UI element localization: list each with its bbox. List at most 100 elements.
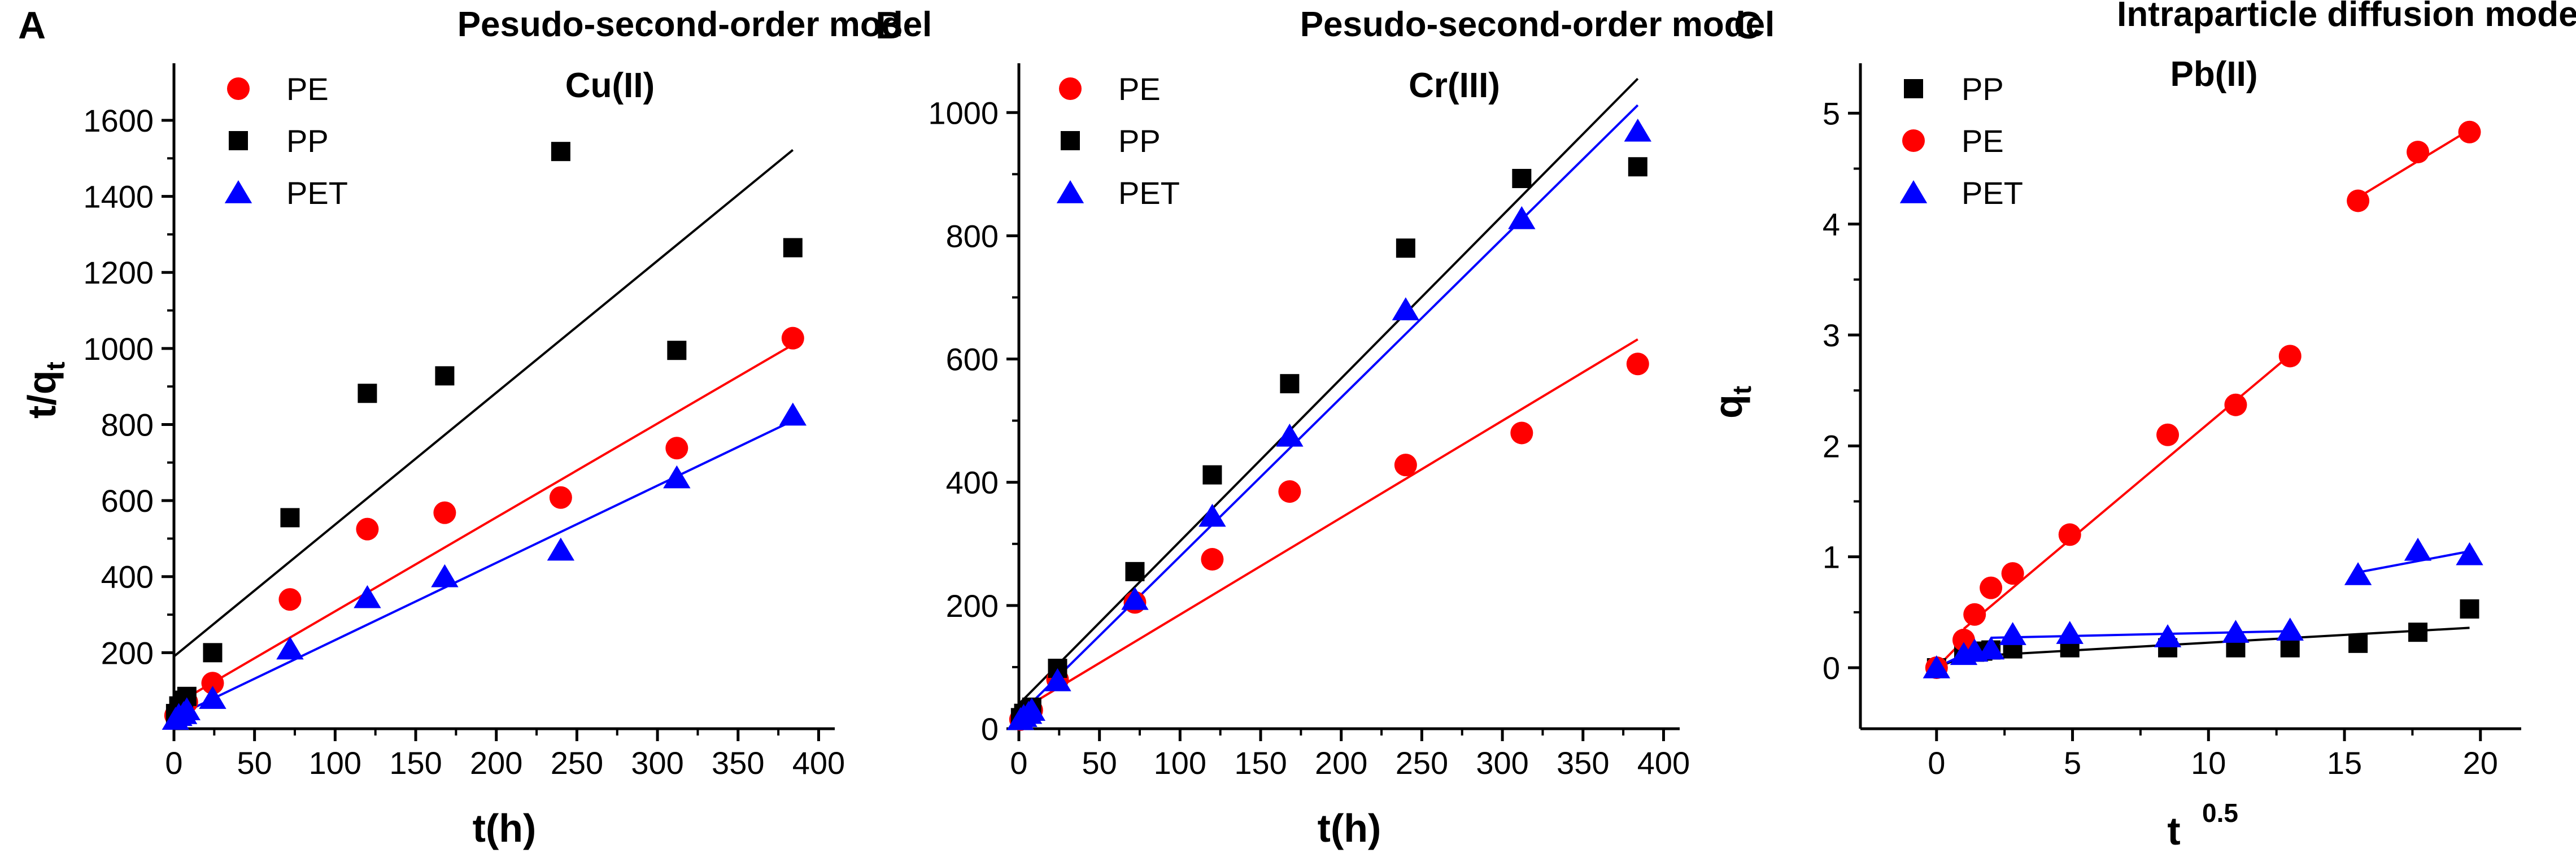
data-point-pe: [433, 501, 456, 524]
data-point-pp: [1396, 238, 1415, 258]
legend-label: PET: [1962, 175, 2023, 211]
legend-marker-pe: [1902, 129, 1925, 152]
data-point-pet: [2154, 624, 2182, 647]
y-tick-label: 1000: [83, 331, 154, 367]
fit-line-pet: [173, 419, 794, 719]
data-point-pet: [1276, 423, 1304, 447]
data-point-pp: [1125, 562, 1145, 581]
y-tick-label: 800: [946, 218, 999, 254]
data-point-pp: [203, 643, 223, 663]
panel-label: B: [875, 4, 903, 47]
data-point-pe: [2058, 523, 2081, 546]
x-tick-label: 300: [631, 745, 683, 781]
data-point-pe: [201, 672, 224, 695]
x-tick-label: 150: [1234, 745, 1287, 781]
data-point-pet: [1999, 622, 2026, 645]
data-point-pet: [1392, 297, 1420, 320]
y-axis-label-subscript: t: [1727, 386, 1756, 394]
x-tick-label: 150: [389, 745, 442, 781]
y-tick-label: 1000: [928, 95, 999, 130]
data-point-pp: [667, 341, 687, 360]
data-point-pe: [1394, 454, 1417, 477]
data-point-pet: [2404, 537, 2432, 561]
data-point-pet: [547, 537, 575, 561]
data-point-pet: [173, 697, 201, 721]
data-point-pe: [278, 588, 302, 611]
y-tick-label: 2: [1823, 428, 1840, 464]
legend-marker-pe: [1059, 77, 1082, 100]
data-point-pe: [781, 327, 804, 350]
data-point-pet: [2276, 617, 2304, 641]
x-tick-label: 50: [237, 745, 272, 781]
data-point-pet: [2456, 542, 2483, 565]
data-point-pet: [1198, 503, 1226, 527]
y-axis-label-subscript: t: [41, 362, 70, 370]
data-point-pet: [431, 564, 459, 588]
data-point-pet: [199, 686, 226, 709]
data-point-pp: [2408, 623, 2428, 642]
x-tick-label: 5: [2064, 745, 2081, 781]
data-point-pet: [1977, 636, 2005, 660]
panel-b: B Pesudo-second-order model 0 50 100 150 200 25…: [875, 4, 1775, 850]
fit-line-pp: [173, 149, 794, 658]
y-tick-label: 1600: [83, 103, 154, 138]
chart-annotation: Cr(III): [1409, 66, 1500, 105]
data-point-pe: [1510, 421, 1533, 445]
x-tick-label: 350: [1557, 745, 1609, 781]
x-tick-label: 200: [470, 745, 522, 781]
data-point-pp: [435, 366, 455, 386]
x-tick-label: 50: [1082, 745, 1117, 781]
data-point-pe: [356, 517, 379, 541]
x-tick-label: 100: [309, 745, 361, 781]
data-point-pe: [1201, 548, 1224, 571]
x-tick-label: 200: [1315, 745, 1367, 781]
panel-label: A: [18, 4, 46, 47]
data-point-pe: [1278, 480, 1301, 503]
legend-label: PE: [1118, 71, 1161, 107]
y-tick-label: 600: [101, 483, 154, 519]
data-point-pp: [1202, 465, 1222, 485]
legend-marker-pe: [227, 77, 250, 100]
chart-title: Pesudo-second-order model: [457, 5, 932, 44]
fit-line-pet: [2357, 550, 2470, 574]
data-point-pe: [2407, 141, 2430, 164]
data-point-pe: [665, 437, 688, 460]
chart-title: Intraparticle diffusion model: [2117, 0, 2576, 34]
data-point-pe: [2224, 393, 2247, 416]
x-axis-label: t(h): [1318, 806, 1381, 850]
legend-label: PET: [286, 175, 348, 211]
data-point-pp: [1280, 374, 1300, 394]
data-point-pp: [2348, 633, 2368, 653]
data-point-pp: [280, 508, 300, 528]
x-tick-label: 400: [1637, 745, 1690, 781]
legend-marker-pet: [1056, 180, 1084, 203]
x-axis-label-superscript: 0.5: [2202, 798, 2238, 828]
data-point-pe: [1626, 353, 1649, 376]
data-point-pp: [1628, 157, 1647, 177]
x-tick-label: 20: [2463, 745, 2498, 781]
y-tick-label: 400: [101, 559, 154, 595]
legend-label: PP: [286, 123, 329, 159]
x-axis-label: t(h): [473, 806, 537, 850]
fit-line-pp: [1018, 77, 1639, 705]
legend-label: PP: [1962, 71, 2004, 107]
fit-line-pe: [173, 343, 794, 706]
y-axis-label: t/qt: [20, 362, 70, 419]
data-point-pet: [354, 585, 381, 608]
x-tick-label: 15: [2327, 745, 2362, 781]
legend-label: PP: [1118, 123, 1161, 159]
x-tick-label: 0: [1010, 745, 1027, 781]
x-tick-label: 0: [1928, 745, 1945, 781]
x-tick-label: 400: [792, 745, 845, 781]
data-point-pe: [2001, 562, 2024, 585]
x-tick-label: 10: [2191, 745, 2226, 781]
y-tick-label: 200: [101, 635, 154, 671]
fit-line-pp: [1963, 626, 2470, 658]
data-point-pe: [1952, 628, 1975, 651]
y-tick-label: 1: [1823, 539, 1840, 575]
y-tick-label: 800: [101, 407, 154, 442]
data-point-pe: [549, 486, 572, 509]
x-tick-label: 100: [1154, 745, 1206, 781]
y-tick-label: 600: [946, 342, 999, 377]
